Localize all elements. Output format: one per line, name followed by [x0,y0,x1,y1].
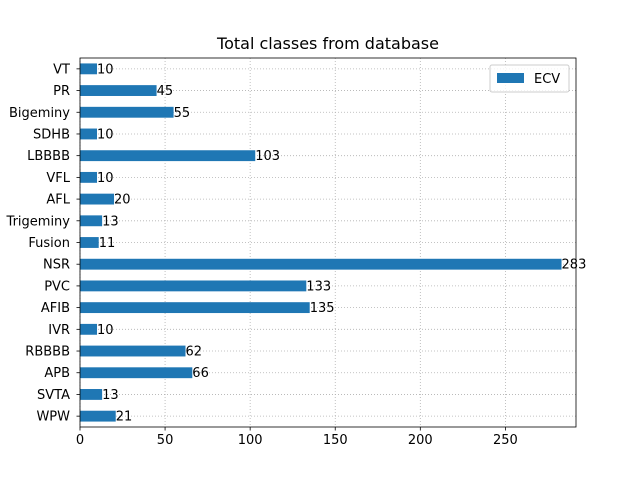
legend: ECV [489,64,570,93]
data-label-svta: 13 [102,388,119,403]
y-tick-label-pr: PR [53,84,70,99]
bar-ivr [80,323,98,335]
legend-label: ECV [534,72,560,87]
y-tick-label-ivr: IVR [48,323,70,338]
bar-bigeminy [80,106,174,118]
chart-title: Total classes from database [216,34,439,53]
bar-afl [80,193,115,205]
axes: 0 50 100 150 200 250 VT PR Bigeminy SDHB LBBBB VFL A… [6,57,577,448]
data-label-vfl: 10 [97,171,114,186]
data-label-wpw: 21 [116,410,133,425]
data-label-pvc: 133 [306,279,331,294]
y-tick-label-afl: AFL [46,193,70,208]
bar-afib [80,302,310,314]
data-label-nsr: 283 [562,258,587,273]
bar-trigeminy [80,215,103,227]
y-tick-label-fusion: Fusion [28,236,70,251]
y-tick-label-lbbbb: LBBBB [27,149,70,164]
y-tick-label-svta: SVTA [37,388,70,403]
bar-svta [80,389,103,400]
bar-wpw [80,410,116,422]
bar-nsr [80,258,562,270]
x-tick-label: 0 [76,433,84,448]
bars [80,63,562,422]
x-tick-label: 250 [493,433,518,448]
x-tick-label: 150 [323,433,348,448]
data-label-lbbbb: 103 [255,149,280,164]
x-tick-label: 50 [157,433,174,448]
data-label-trigeminy: 13 [102,214,119,229]
bar-vt [80,63,98,75]
y-tick-label-vfl: VFL [46,171,70,186]
bar-fusion [80,237,99,248]
y-tick-label-afib: AFIB [41,301,70,316]
data-label-ivr: 10 [97,323,114,338]
data-label-fusion: 11 [99,236,116,251]
y-tick-label-rbbbb: RBBBB [25,345,70,360]
data-label-rbbbb: 62 [185,345,202,360]
y-tick-label-wpw: WPW [36,410,70,425]
y-tick-label-trigeminy: Trigeminy [6,214,71,229]
y-tick-label-vt: VT [53,62,70,77]
y-tick-label-bigeminy: Bigeminy [9,106,70,121]
data-label-apb: 66 [192,366,209,381]
x-tick-label: 100 [238,433,263,448]
bar-vfl [80,171,98,183]
bar-sdhb [80,128,98,140]
y-tick-label-pvc: PVC [44,279,70,294]
y-tick-label-sdhb: SDHB [33,127,70,142]
data-label-afib: 135 [310,301,335,316]
data-label-afl: 20 [114,193,131,208]
data-label-sdhb: 10 [97,127,114,142]
legend-swatch [497,73,524,83]
data-label-bigeminy: 55 [174,106,191,121]
y-tick-label-apb: APB [44,366,70,381]
data-label-pr: 45 [157,84,174,99]
bar-pr [80,85,157,96]
bar-rbbbb [80,345,186,357]
bar-pvc [80,280,307,292]
bar-apb [80,367,193,379]
legend-box [489,64,570,93]
y-tick-label-nsr: NSR [43,258,70,273]
x-tick-label: 200 [408,433,433,448]
bar-lbbbb [80,150,256,162]
data-label-vt: 10 [97,62,114,77]
